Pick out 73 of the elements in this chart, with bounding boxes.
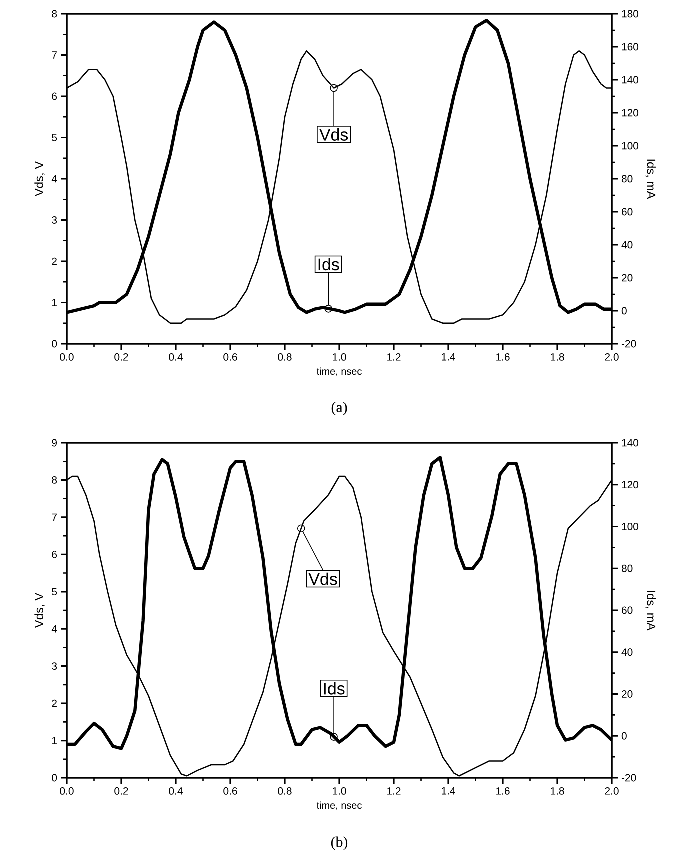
x-axis-title: time, nsec <box>316 802 362 810</box>
annotation: Ids <box>318 258 340 271</box>
y2-tick-label: 120 <box>622 481 639 489</box>
x-tick-label: 0.6 <box>224 354 238 361</box>
x-tick-label: 1.4 <box>442 788 456 795</box>
x-tick-label: 0.8 <box>278 354 292 361</box>
y-tick-label: 9 <box>52 439 57 447</box>
x-tick-label: 1.0 <box>333 788 346 795</box>
y2-tick-label: -20 <box>622 774 636 782</box>
y-tick-label: 6 <box>52 92 58 100</box>
y-tick-label: 1 <box>52 299 57 306</box>
y2-tick-label: 160 <box>622 43 639 51</box>
x-tick-label: 1.2 <box>388 354 401 361</box>
y2-axis-title: Ids, mA <box>646 160 656 200</box>
y-tick-label: 7 <box>52 52 57 59</box>
x-tick-label: 1.0 <box>333 354 346 361</box>
y2-tick-label: 80 <box>622 175 633 183</box>
y-tick-label: 3 <box>52 662 58 670</box>
x-tick-label: 0.2 <box>114 354 128 361</box>
y2-tick-label: 100 <box>622 523 639 530</box>
y2-tick-label: 120 <box>622 109 639 117</box>
x-tick-label: 2.0 <box>605 354 619 361</box>
y2-tick-label: 140 <box>622 76 639 84</box>
y-tick-label: 0 <box>52 774 58 782</box>
y2-tick-label: 140 <box>622 439 639 447</box>
annotation: Ids <box>324 682 345 695</box>
x-tick-label: 0.8 <box>278 788 292 795</box>
annotation: Vds <box>320 128 348 141</box>
y-tick-label: 3 <box>52 216 58 224</box>
y-axis-title: Vds, V <box>34 161 45 197</box>
x-tick-label: 1.4 <box>442 354 456 361</box>
x-axis-title: time, nsec <box>316 368 362 376</box>
y-tick-label: 2 <box>52 258 57 266</box>
x-tick-label: 1.8 <box>551 354 564 361</box>
y2-tick-label: 180 <box>622 10 639 18</box>
x-tick-label: 0.2 <box>114 788 128 795</box>
y-tick-label: 6 <box>52 550 58 558</box>
x-tick-label: 0.4 <box>169 354 183 361</box>
y-tick-label: 8 <box>52 476 58 484</box>
y-axis-title: Vds, V <box>34 592 45 628</box>
y-tick-label: 7 <box>52 514 57 522</box>
x-tick-label: 0.0 <box>60 788 74 795</box>
y-tick-label: 5 <box>52 134 58 142</box>
x-tick-label: 0.6 <box>224 788 238 795</box>
x-tick-label: 0.0 <box>60 354 74 361</box>
y2-tick-label: 20 <box>622 690 633 698</box>
x-tick-label: 2.0 <box>605 788 619 795</box>
y-tick-label: 8 <box>52 10 58 18</box>
annotation: Vds <box>308 572 338 586</box>
y-tick-label: 0 <box>52 340 58 348</box>
y-tick-label: 4 <box>52 175 58 183</box>
y2-tick-label: 40 <box>622 648 633 656</box>
y2-tick-label: 20 <box>622 274 633 282</box>
x-tick-label: 1.6 <box>496 354 510 361</box>
y2-tick-label: -20 <box>622 340 636 348</box>
y-tick-label: 4 <box>52 626 58 633</box>
x-tick-label: 1.6 <box>496 788 510 795</box>
y2-tick-label: 60 <box>622 208 633 216</box>
y2-tick-label: 60 <box>622 606 633 614</box>
x-tick-label: 1.8 <box>551 788 564 795</box>
text: (a) <box>332 402 348 416</box>
text: (b) <box>331 836 348 850</box>
y2-tick-label: 100 <box>622 142 639 150</box>
y2-tick-label: 40 <box>622 241 633 249</box>
y2-tick-label: 0 <box>622 732 627 740</box>
y-tick-label: 5 <box>52 588 58 596</box>
y2-axis-title: Ids, mA <box>646 591 656 631</box>
x-tick-label: 0.4 <box>169 788 183 795</box>
y2-tick-label: 0 <box>622 307 627 315</box>
y-tick-label: 2 <box>52 700 57 708</box>
y2-tick-label: 80 <box>622 564 633 572</box>
x-tick-label: 1.2 <box>388 788 401 795</box>
y-tick-label: 1 <box>52 737 57 744</box>
